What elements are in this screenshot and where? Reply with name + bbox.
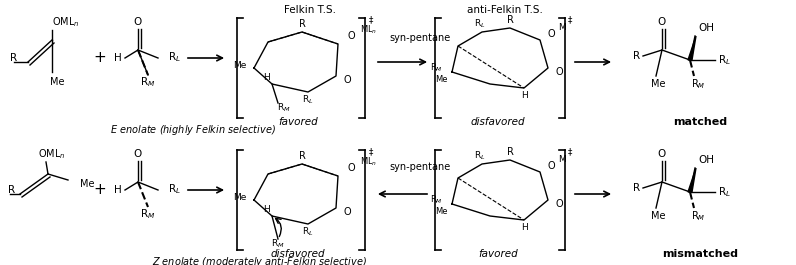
Text: Me: Me xyxy=(435,76,448,85)
Text: R$_M$: R$_M$ xyxy=(691,209,705,223)
Text: H: H xyxy=(521,223,528,232)
Text: R: R xyxy=(10,53,18,63)
Text: M: M xyxy=(558,24,566,33)
Text: OML$_n$: OML$_n$ xyxy=(38,147,65,161)
Text: R$_M$: R$_M$ xyxy=(271,238,285,250)
Text: O: O xyxy=(134,17,142,27)
Polygon shape xyxy=(688,36,696,60)
Text: O: O xyxy=(548,29,556,39)
Text: R$_L$: R$_L$ xyxy=(474,150,486,162)
Text: R$_L$: R$_L$ xyxy=(168,182,181,196)
Text: O: O xyxy=(548,161,556,171)
Text: R$_M$: R$_M$ xyxy=(277,102,291,114)
Text: favored: favored xyxy=(478,249,518,259)
Text: R$_L$: R$_L$ xyxy=(302,226,314,238)
Text: H: H xyxy=(114,53,122,63)
Text: R$_L$: R$_L$ xyxy=(474,18,486,30)
Text: R$_M$: R$_M$ xyxy=(430,62,443,74)
Polygon shape xyxy=(688,168,696,192)
Text: Me: Me xyxy=(80,179,95,189)
Text: R$_L$: R$_L$ xyxy=(168,50,181,64)
Text: $E$ enolate (highly Felkin selective): $E$ enolate (highly Felkin selective) xyxy=(110,123,276,137)
Text: $Z$ enolate (moderately anti-Felkin selective): $Z$ enolate (moderately anti-Felkin sele… xyxy=(152,255,367,265)
Text: R: R xyxy=(633,51,640,61)
Text: OH: OH xyxy=(698,155,714,165)
Text: $^{‡}$: $^{‡}$ xyxy=(368,148,374,161)
Text: Me: Me xyxy=(651,79,665,89)
Text: R$_M$: R$_M$ xyxy=(430,194,443,206)
Text: Felkin T.S.: Felkin T.S. xyxy=(284,5,336,15)
Text: H: H xyxy=(521,91,528,100)
Text: disfavored: disfavored xyxy=(271,249,326,259)
Text: O: O xyxy=(657,149,666,159)
Text: R$_L$: R$_L$ xyxy=(302,94,314,106)
Text: syn-pentane: syn-pentane xyxy=(389,33,451,43)
Text: ML$_n$: ML$_n$ xyxy=(360,156,377,168)
Text: disfavored: disfavored xyxy=(470,117,525,127)
Text: O: O xyxy=(344,207,352,217)
Text: O: O xyxy=(657,17,666,27)
Text: $^{‡}$: $^{‡}$ xyxy=(567,16,573,29)
Text: R$_M$: R$_M$ xyxy=(140,75,156,89)
Text: H: H xyxy=(263,73,269,82)
Text: anti-Felkin T.S.: anti-Felkin T.S. xyxy=(467,5,543,15)
Text: R: R xyxy=(8,185,15,195)
Text: H: H xyxy=(263,205,269,214)
Text: matched: matched xyxy=(673,117,727,127)
Text: O: O xyxy=(347,163,355,173)
Text: ML$_n$: ML$_n$ xyxy=(360,24,377,36)
Text: Me: Me xyxy=(49,77,64,87)
Text: OML$_n$: OML$_n$ xyxy=(52,15,80,29)
Text: Me: Me xyxy=(233,60,247,69)
Text: R$_M$: R$_M$ xyxy=(140,207,156,221)
Text: +: + xyxy=(94,51,107,65)
Text: OH: OH xyxy=(698,23,714,33)
Text: O: O xyxy=(556,67,564,77)
Text: Me: Me xyxy=(435,207,448,217)
Text: $^{‡}$: $^{‡}$ xyxy=(368,16,374,29)
Text: syn-pentane: syn-pentane xyxy=(389,162,451,172)
Text: R$_M$: R$_M$ xyxy=(691,77,705,91)
Text: R$_L$: R$_L$ xyxy=(718,185,731,199)
Text: R: R xyxy=(298,19,306,29)
Text: O: O xyxy=(344,75,352,85)
Text: O: O xyxy=(556,199,564,209)
Text: Me: Me xyxy=(233,192,247,201)
Text: R: R xyxy=(298,151,306,161)
Text: $^{‡}$: $^{‡}$ xyxy=(567,148,573,161)
Text: mismatched: mismatched xyxy=(662,249,738,259)
Text: M: M xyxy=(558,156,566,165)
Text: R: R xyxy=(633,183,640,193)
Text: +: + xyxy=(94,183,107,197)
Text: R: R xyxy=(506,15,513,25)
Text: O: O xyxy=(134,149,142,159)
Text: R$_L$: R$_L$ xyxy=(718,53,731,67)
Text: H: H xyxy=(114,185,122,195)
Text: favored: favored xyxy=(278,117,318,127)
Text: R: R xyxy=(506,147,513,157)
Text: O: O xyxy=(347,31,355,41)
Text: Me: Me xyxy=(651,211,665,221)
